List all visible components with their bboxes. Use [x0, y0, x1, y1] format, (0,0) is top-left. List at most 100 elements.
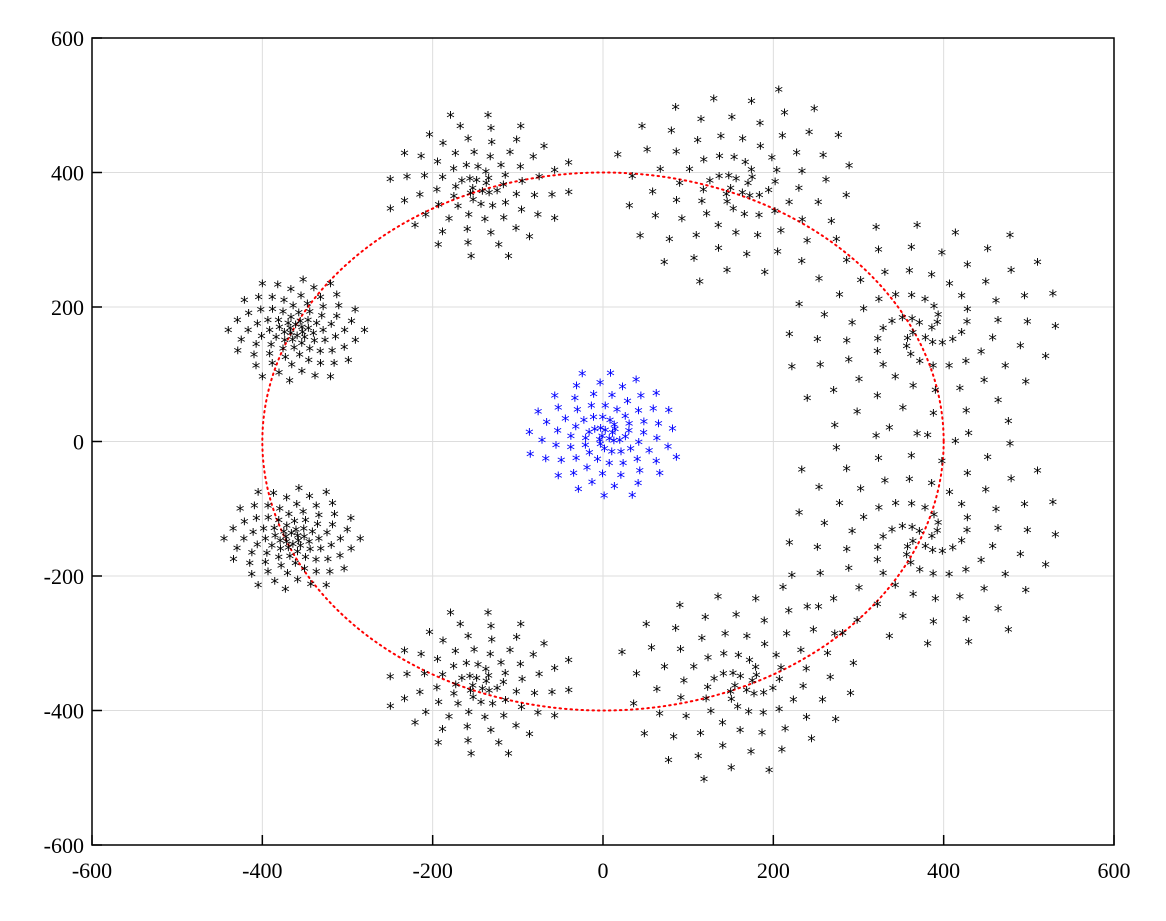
orbit-cluster-point: * [333, 288, 342, 308]
orbit-cluster-point: * [449, 660, 458, 680]
axis-ticks [91, 37, 1115, 846]
orbit-cluster-point: * [931, 383, 940, 403]
orbit-cluster-point: * [254, 579, 263, 599]
center-cluster-point: * [574, 482, 583, 502]
center-cluster-point: * [554, 401, 563, 421]
orbit-cluster-point: * [714, 590, 723, 610]
orbit-cluster-point: * [788, 568, 797, 588]
center-cluster-point: * [605, 432, 614, 452]
orbit-cluster-point: * [816, 358, 825, 378]
x-axis-tick-labels: -600 -400 -200 0 200 400 600 [72, 858, 1131, 883]
orbit-cluster-point: * [306, 342, 315, 362]
orbit-cluster-point: * [312, 565, 321, 585]
orbit-cluster-point: * [898, 520, 907, 540]
center-cluster-point: * [553, 424, 562, 444]
orbit-cluster-point: * [464, 132, 473, 152]
orbit-cluster-point: * [240, 515, 249, 535]
center-cluster-point: * [668, 422, 677, 442]
orbit-cluster-point: * [853, 614, 862, 634]
orbit-cluster-point: * [875, 501, 884, 521]
orbit-cluster-point: * [742, 247, 751, 267]
orbit-cluster-point: * [823, 646, 832, 666]
orbit-cluster-point: * [874, 451, 883, 471]
orbit-cluster-point: * [899, 609, 908, 629]
orbit-cluster-point: * [724, 169, 733, 189]
center-cluster-point: * [633, 452, 642, 472]
orbit-cluster-point: * [738, 132, 747, 152]
orbit-cluster-point: * [905, 264, 914, 284]
orbit-cluster-point: * [934, 308, 943, 328]
orbit-cluster-point: * [816, 567, 825, 587]
orbit-cluster-point: * [495, 238, 504, 258]
orbit-cluster-point: * [909, 587, 918, 607]
orbit-cluster-point: * [296, 539, 305, 559]
orbit-cluster-point: * [873, 597, 882, 617]
orbit-cluster-point: * [642, 617, 651, 637]
orbit-cluster-point: * [248, 567, 257, 587]
center-cluster-point: * [561, 412, 570, 432]
orbit-cluster-point: * [888, 523, 897, 543]
orbit-cluster-point: * [282, 530, 291, 550]
orbit-cluster-point: * [303, 297, 312, 317]
orbit-cluster-point: * [411, 218, 420, 238]
orbit-cluster-point: * [906, 556, 915, 576]
center-cluster-point: * [598, 429, 607, 449]
orbit-cluster-point: * [907, 497, 916, 517]
orbit-cluster-point: * [1016, 547, 1025, 567]
orbit-cluster-point: * [267, 338, 276, 358]
orbit-cluster-point: * [275, 514, 284, 534]
center-cluster-point: * [664, 440, 673, 460]
center-cluster-point: * [601, 399, 610, 419]
orbit-cluster-point: * [298, 320, 307, 340]
orbit-cluster-point: * [728, 111, 737, 131]
center-cluster-point: * [566, 440, 575, 460]
orbit-cluster-point: * [327, 539, 336, 559]
orbit-cluster-point: * [628, 169, 637, 189]
orbit-cluster-point: * [280, 525, 289, 545]
orbit-cluster-point: * [298, 326, 307, 346]
orbit-cluster-point: * [805, 125, 814, 145]
x-tick-label: -200 [413, 858, 453, 883]
orbit-cluster-point: * [474, 658, 483, 678]
orbit-cluster-point: * [885, 421, 894, 441]
orbit-cluster-point: * [257, 329, 266, 349]
orbit-cluster-point: * [466, 172, 475, 192]
orbit-cluster-point: * [306, 305, 315, 325]
orbit-cluster-point: * [300, 530, 309, 550]
orbit-cluster-point: * [875, 293, 884, 313]
orbit-cluster-point: * [736, 670, 745, 690]
orbit-cluster-point: * [439, 137, 448, 157]
orbit-cluster-point: * [643, 143, 652, 163]
orbit-cluster-point: * [305, 490, 314, 510]
orbit-circle [261, 171, 945, 712]
orbit-cluster-point: * [879, 566, 888, 586]
orbit-cluster-point: * [328, 344, 337, 364]
orbit-cluster-point: * [781, 722, 790, 742]
orbit-cluster-point: * [780, 106, 789, 126]
orbit-cluster-point: * [236, 502, 245, 522]
orbit-cluster-point: * [855, 372, 864, 392]
orbit-cluster-point: * [293, 497, 302, 517]
orbit-cluster-point: * [306, 542, 315, 562]
orbit-cluster-point: * [672, 145, 681, 165]
orbit-cluster-point: * [308, 525, 317, 545]
orbit-cluster-point: * [921, 501, 930, 521]
orbit-cluster-point: * [831, 712, 840, 732]
orbit-cluster-point: * [1021, 375, 1030, 395]
orbit-cluster-point: * [464, 236, 473, 256]
orbit-cluster-point: * [434, 238, 443, 258]
center-cluster-point: * [585, 426, 594, 446]
center-cluster-point: * [585, 446, 594, 466]
orbit-cluster-point: * [328, 497, 337, 517]
center-cluster-point: * [653, 432, 662, 452]
orbit-cluster-point: * [481, 213, 490, 233]
orbit-cluster-point: * [832, 441, 841, 461]
orbit-cluster-point: * [747, 163, 756, 183]
orbit-cluster-point: * [879, 530, 888, 550]
orbit-cluster-point: * [660, 256, 669, 276]
orbit-cluster-point: * [400, 194, 409, 214]
orbit-cluster-point: * [908, 520, 917, 540]
y-tick-label: -400 [44, 699, 84, 724]
orbit-cluster-point: * [625, 199, 634, 219]
